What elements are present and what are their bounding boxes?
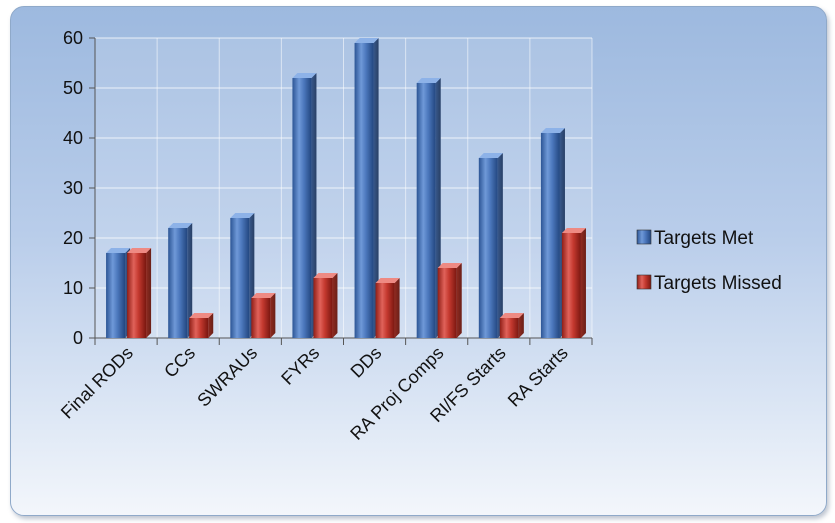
bar-top xyxy=(561,228,586,233)
bar-front xyxy=(375,283,395,338)
bar-targets-met xyxy=(416,78,441,338)
bar-front xyxy=(478,158,498,338)
bar-front xyxy=(313,278,333,338)
x-tick-label: Final RODs xyxy=(57,343,137,423)
x-tick-label: RA Starts xyxy=(504,343,572,411)
bar-top xyxy=(375,278,400,283)
bar-top xyxy=(168,223,193,228)
bar-top xyxy=(106,248,131,253)
bar-top xyxy=(251,293,276,298)
bar-targets-missed xyxy=(251,293,276,338)
bar-front xyxy=(354,43,374,338)
chart-frame: 0 10 20 30 40 50 60 Final RODs CCs SWRAUs FYRs DDs R… xyxy=(10,6,827,516)
bar-top xyxy=(437,263,462,268)
bar-targets-met xyxy=(354,38,379,338)
legend-entry: Targets Missed xyxy=(636,273,782,294)
y-tick-label: 30 xyxy=(63,178,83,198)
x-tick-label: CCs xyxy=(160,343,199,382)
bar-top xyxy=(540,128,565,133)
bar-top xyxy=(416,78,441,83)
x-tick-label: FYRs xyxy=(277,343,323,389)
legend: Targets Met Targets Missed xyxy=(636,228,782,294)
legend-label: Targets Missed xyxy=(654,273,782,294)
legend-entry: Targets Met xyxy=(636,228,754,249)
bar-top xyxy=(292,73,317,78)
bar-side-shade xyxy=(311,73,317,338)
bar-front xyxy=(416,83,436,338)
bar-targets-missed xyxy=(499,313,524,338)
bar-front xyxy=(437,268,457,338)
bar-side-shade xyxy=(456,263,462,338)
bar-front xyxy=(106,253,126,338)
bar-targets-met xyxy=(478,153,503,338)
legend-swatch xyxy=(636,274,652,290)
bar-top xyxy=(313,273,338,278)
legend-swatch xyxy=(636,229,652,245)
bar-targets-met xyxy=(540,128,565,338)
bar-side-shade xyxy=(208,313,214,338)
bar-front xyxy=(189,318,209,338)
bar-top xyxy=(127,248,152,253)
bar-targets-missed xyxy=(561,228,586,338)
bar-side-shade xyxy=(187,223,193,338)
bar-side-shade xyxy=(373,38,379,338)
y-tick-label: 40 xyxy=(63,128,83,148)
x-tick-label: SWRAUs xyxy=(193,343,261,411)
bar-front xyxy=(561,233,581,338)
bar-targets-met xyxy=(106,248,131,338)
bar-targets-missed xyxy=(375,278,400,338)
bar-front xyxy=(292,78,312,338)
y-tick-label: 20 xyxy=(63,228,83,248)
bar-side-shade xyxy=(518,313,524,338)
bar-top xyxy=(499,313,524,318)
bar-top xyxy=(189,313,214,318)
bar-targets-met xyxy=(292,73,317,338)
y-tick-label: 60 xyxy=(63,28,83,48)
bar-front xyxy=(168,228,188,338)
legend-label: Targets Met xyxy=(654,228,754,249)
bar-targets-missed xyxy=(189,313,214,338)
bar-side-shade xyxy=(497,153,503,338)
bar-side-shade xyxy=(332,273,338,338)
bar-side-shade xyxy=(394,278,400,338)
bar-targets-met xyxy=(230,213,255,338)
bar-top xyxy=(230,213,255,218)
y-tick-label: 50 xyxy=(63,78,83,98)
bar-side-shade xyxy=(580,228,586,338)
x-tick-label: DDs xyxy=(347,343,386,382)
bar-targets-missed xyxy=(127,248,152,338)
bar-top xyxy=(354,38,379,43)
bar-front xyxy=(540,133,560,338)
bar-front xyxy=(127,253,147,338)
y-tick-label: 10 xyxy=(63,278,83,298)
bars-layer xyxy=(106,38,586,338)
bar-targets-met xyxy=(168,223,193,338)
bar-front xyxy=(230,218,250,338)
bar-front xyxy=(499,318,519,338)
y-tick-label: 0 xyxy=(73,328,83,348)
bar-side-shade xyxy=(146,248,152,338)
bar-top xyxy=(478,153,503,158)
bar-targets-missed xyxy=(313,273,338,338)
bar-targets-missed xyxy=(437,263,462,338)
bar-side-shade xyxy=(270,293,276,338)
bar-front xyxy=(251,298,271,338)
